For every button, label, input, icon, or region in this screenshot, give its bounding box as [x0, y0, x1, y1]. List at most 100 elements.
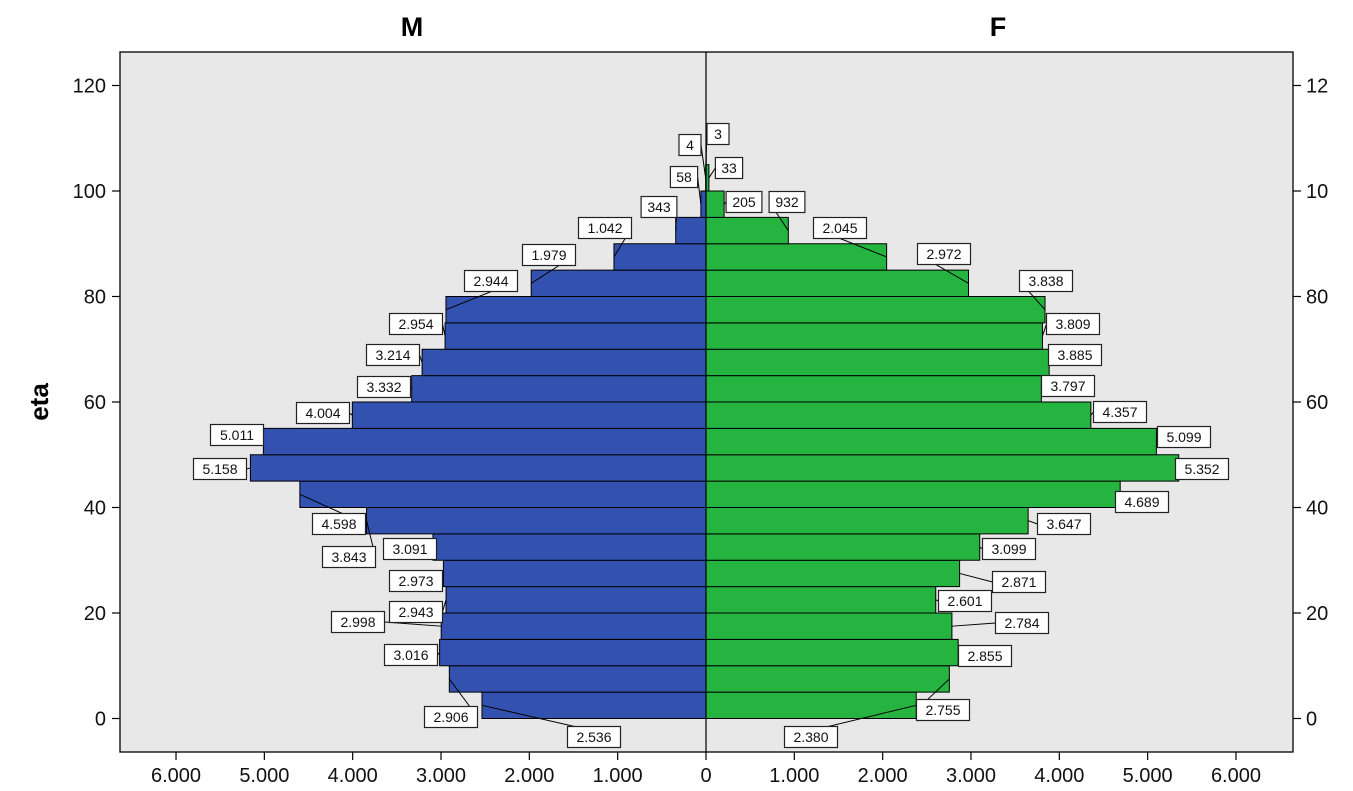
data-label-box-f-95: [725, 190, 763, 214]
bar-f-age-75: [705, 296, 1046, 324]
data-label-f-60: 3.797: [1050, 378, 1085, 394]
data-label-m-25: 2.973: [398, 573, 433, 589]
data-label-box-m-60: [356, 375, 412, 399]
y-tick-label-left-120: 120: [73, 76, 106, 98]
bar-m-age-40: [299, 480, 707, 508]
x-tick-label-right-4000: 4.000: [1034, 765, 1084, 787]
bars-group: [249, 137, 1180, 719]
bar-m-age-35: [366, 507, 707, 535]
data-label-f-80: 2.972: [926, 246, 961, 262]
data-label-box-f-50: [1156, 425, 1212, 449]
x-tick-label-right-6000: 6.000: [1211, 765, 1261, 787]
x-axis-ticks: 0 1.000 1.000 2.000 2.000 3.000 3.000 4.000 4.00…: [151, 752, 1261, 787]
data-label-m-20: 2.943: [398, 604, 433, 620]
bar-f-age-55: [705, 401, 1092, 429]
bar-m-age-20: [445, 586, 707, 614]
data-label-m-10: 3.016: [393, 647, 428, 663]
data-label-box-f-5: [915, 698, 971, 722]
data-label-m-55: 4.004: [305, 405, 340, 421]
bar-f-age-40: [705, 480, 1121, 508]
bar-f-age-70: [705, 322, 1043, 350]
data-label-box-m-20: [388, 600, 444, 624]
data-label-box-f-20: [937, 589, 993, 613]
data-label-m-0: 2.536: [576, 729, 611, 745]
bar-f-age-35: [705, 507, 1029, 535]
y-tick-label-right-0: 0: [1306, 709, 1317, 731]
y-tick-label-left-100: 100: [73, 181, 106, 203]
bar-f-age-45: [705, 454, 1180, 482]
bar-m-age-50: [262, 427, 707, 456]
data-label-box-f-75: [1018, 269, 1074, 293]
bar-m-age-95: [700, 190, 707, 218]
data-label-box-m-65: [365, 343, 421, 367]
data-label-f-100: 33: [721, 160, 737, 176]
data-label-box-m-5: [423, 705, 479, 729]
bar-f-age-65: [705, 348, 1050, 377]
y-tick-label-left-40: 40: [84, 498, 106, 520]
data-label-f-55: 4.357: [1102, 404, 1137, 420]
bar-f-age-50: [705, 427, 1157, 456]
bar-m-age-5: [448, 665, 707, 693]
data-label-box-f-65: [1047, 343, 1103, 367]
data-label-box-f-70: [1045, 312, 1101, 336]
data-label-m-35: 3.843: [331, 549, 366, 565]
x-tick-label-left-0: 0: [700, 765, 711, 787]
data-label-f-50: 5.099: [1166, 429, 1201, 445]
data-label-m-30: 3.091: [392, 541, 427, 557]
leader-m-45: [246, 467, 251, 470]
data-label-f-20: 2.601: [947, 593, 982, 609]
bar-m-age-70: [444, 322, 707, 350]
data-label-box-f-45: [1174, 457, 1230, 481]
data-label-m-80: 1.979: [531, 247, 566, 263]
bar-m-age-85: [613, 243, 707, 271]
data-label-m-90: 343: [647, 199, 671, 215]
data-label-box-m-45: [192, 457, 248, 481]
bar-f-age-5: [705, 665, 950, 693]
x-tick-label-left-3000: 3.000: [416, 765, 466, 787]
data-label-box-f-35: [1036, 512, 1092, 536]
data-label-m-70: 2.954: [398, 316, 433, 332]
data-label-m-85: 1.042: [587, 220, 622, 236]
leader-f-25: [959, 572, 993, 583]
data-label-f-15: 2.784: [1004, 615, 1039, 631]
bar-f-age-0: [705, 691, 917, 719]
data-label-f-25: 2.871: [1001, 574, 1036, 590]
y-tick-label-right-100: 10: [1306, 181, 1328, 203]
y-tick-label-right-60: 60: [1306, 392, 1328, 414]
leader-f-70: [1041, 323, 1047, 337]
bar-f-age-90: [705, 216, 789, 245]
x-tick-label-left-4000: 4.000: [328, 765, 378, 787]
data-label-f-5: 2.755: [925, 702, 960, 718]
bar-f-age-30: [705, 533, 981, 561]
data-label-f-105: 3: [714, 126, 722, 142]
data-label-box-f-60: [1040, 374, 1096, 398]
data-label-box-m-100: [678, 133, 702, 157]
data-label-box-m-85: [577, 216, 633, 240]
data-label-f-65: 3.885: [1057, 347, 1092, 363]
data-label-box-m-25: [388, 569, 444, 593]
data-label-f-45: 5.352: [1184, 461, 1219, 477]
data-label-m-15: 2.998: [340, 614, 375, 630]
x-tick-label-right-3000: 3.000: [946, 765, 996, 787]
bar-f-age-10: [705, 638, 959, 667]
bar-f-age-20: [705, 586, 937, 614]
data-label-box-m-40: [311, 512, 367, 536]
bar-m-age-65: [421, 348, 707, 377]
y-tick-label-right-120: 12: [1306, 76, 1328, 98]
data-label-f-90: 932: [775, 194, 799, 210]
x-tick-label-left-1000: 1.000: [593, 765, 643, 787]
x-tick-label-left-2000: 2.000: [504, 765, 554, 787]
data-label-box-m-70: [388, 312, 444, 336]
data-label-m-95: 58: [676, 169, 692, 185]
panel-title-f: F: [990, 12, 1007, 42]
x-tick-label-left-6000: 6.000: [151, 765, 201, 787]
bar-m-age-75: [445, 296, 707, 324]
data-label-box-f-15: [994, 611, 1050, 635]
y-tick-label-right-80: 80: [1306, 287, 1328, 309]
bar-f-age-15: [705, 612, 953, 640]
data-label-box-f-90: [768, 190, 806, 214]
data-label-f-70: 3.809: [1055, 316, 1090, 332]
data-label-f-30: 3.099: [991, 541, 1026, 557]
data-label-box-m-55: [295, 401, 351, 425]
panel-title-m: M: [401, 12, 424, 42]
